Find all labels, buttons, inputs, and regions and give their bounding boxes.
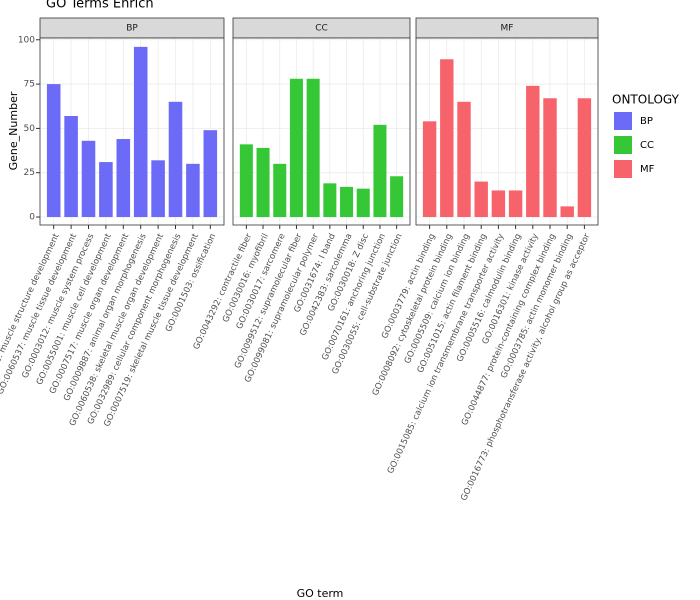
y-tick-label: 50 (24, 124, 36, 134)
bar (390, 176, 404, 218)
panel-border (415, 37, 599, 226)
bar (306, 78, 320, 218)
panel-border (39, 37, 225, 226)
bar (99, 162, 113, 218)
strip-label: MF (501, 24, 514, 34)
panel-border (232, 37, 411, 226)
bar (289, 78, 303, 218)
bar (203, 130, 218, 218)
bar (81, 140, 96, 218)
bar (491, 190, 506, 218)
legend-label: MF (640, 164, 655, 175)
bar (256, 147, 270, 218)
bar (46, 84, 61, 218)
bar (577, 98, 592, 218)
y-tick-label: 75 (24, 80, 35, 90)
bar (64, 115, 78, 218)
legend-key (614, 112, 632, 130)
y-tick-label: 100 (18, 35, 35, 45)
bar (474, 181, 488, 218)
bar (239, 144, 253, 218)
bar (133, 46, 148, 218)
y-tick-label: 0 (29, 213, 35, 223)
bar (457, 101, 471, 218)
bar (422, 121, 437, 218)
bar (116, 139, 131, 218)
chart-title: GO Terms Enrich (46, 0, 154, 12)
strip-label: BP (126, 24, 138, 34)
bar (543, 98, 557, 218)
bar (186, 163, 200, 218)
bar (508, 190, 523, 218)
strip-label: CC (315, 24, 328, 34)
bar (323, 183, 337, 218)
x-axis-label: GO term (297, 587, 344, 600)
y-axis-label: Gene_Number (7, 91, 20, 170)
bar (273, 163, 287, 218)
bar (373, 124, 387, 218)
legend-key (614, 136, 632, 154)
bar (526, 85, 540, 218)
legend-title: ONTOLOGY (612, 93, 680, 107)
bar (356, 188, 370, 218)
bar (440, 59, 454, 218)
bar (151, 160, 165, 218)
bar (560, 206, 574, 218)
y-tick-label: 25 (24, 168, 35, 178)
bar (340, 186, 354, 218)
legend-key (614, 160, 632, 178)
legend-label: CC (640, 140, 654, 151)
bar (168, 101, 183, 218)
legend-label: BP (640, 116, 653, 127)
